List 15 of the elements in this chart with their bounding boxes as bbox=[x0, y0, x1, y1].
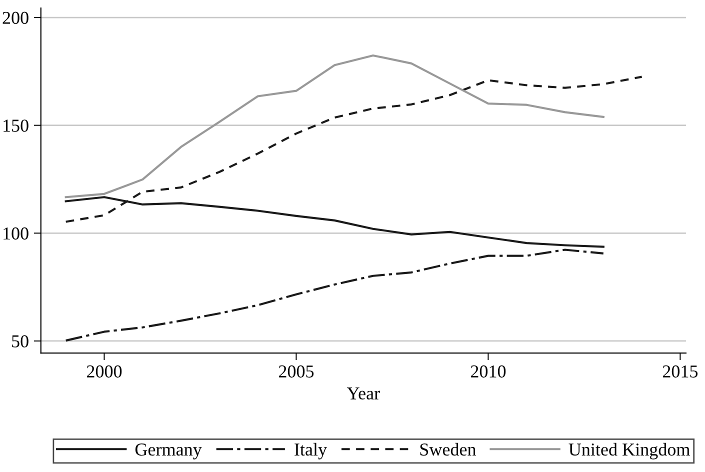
y-tick-label: 50 bbox=[12, 335, 28, 348]
legend-label: Sweden bbox=[420, 442, 476, 456]
x-tick-label: 2015 bbox=[662, 365, 698, 378]
legend-label: Italy bbox=[294, 442, 327, 460]
x-tick-label: 2005 bbox=[278, 365, 314, 378]
x-tick-label: 2010 bbox=[470, 365, 506, 378]
x-tick-label: 2000 bbox=[86, 365, 122, 378]
legend-label: United Kingdom bbox=[568, 442, 690, 460]
line-series bbox=[64, 54, 604, 198]
legend-label: Germany bbox=[135, 444, 202, 460]
y-tick-label: 150 bbox=[4, 120, 28, 132]
x-axis-title: Year bbox=[346, 387, 380, 400]
y-tick-label: 100 bbox=[4, 227, 28, 240]
y-tick-label: 200 bbox=[2, 12, 28, 24]
line-series bbox=[64, 248, 604, 342]
